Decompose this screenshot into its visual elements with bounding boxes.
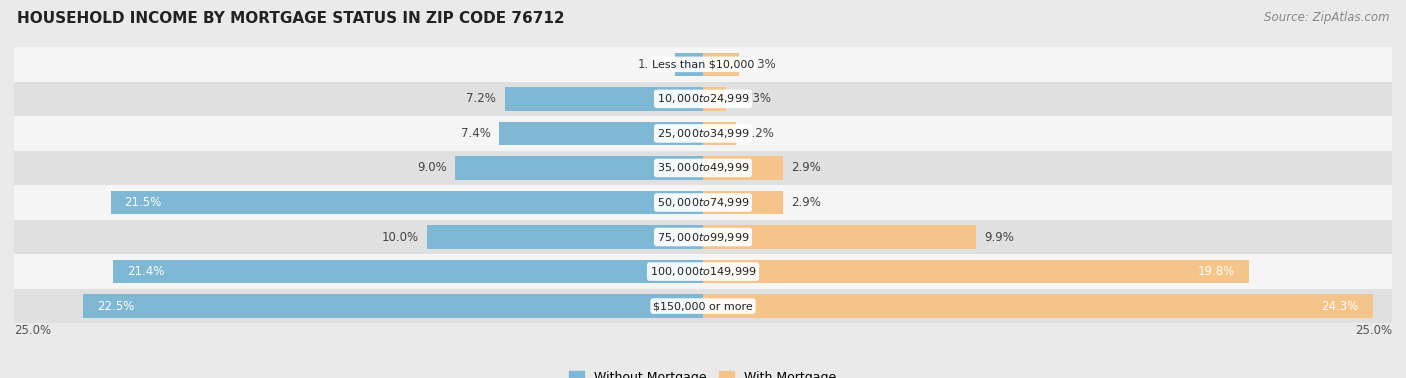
Bar [14,47,1392,82]
Bar [499,122,703,145]
Bar [703,294,1372,318]
Bar [703,156,783,180]
Bar [83,294,703,318]
Text: $10,000 to $24,999: $10,000 to $24,999 [657,92,749,105]
Bar [703,122,737,145]
Bar [14,289,1392,323]
Bar [703,87,725,111]
Text: 22.5%: 22.5% [97,300,134,313]
Bar [427,225,703,249]
Text: 9.9%: 9.9% [984,231,1014,243]
Text: 25.0%: 25.0% [1355,324,1392,337]
Bar [114,260,703,283]
Bar [703,225,976,249]
Bar [14,82,1392,116]
Text: $50,000 to $74,999: $50,000 to $74,999 [657,196,749,209]
Text: 2.9%: 2.9% [792,196,821,209]
Bar [456,156,703,180]
Text: 2.9%: 2.9% [792,161,821,175]
Text: Less than $10,000: Less than $10,000 [652,59,754,69]
Bar [14,185,1392,220]
Text: 1.3%: 1.3% [747,58,778,71]
Text: Source: ZipAtlas.com: Source: ZipAtlas.com [1264,11,1389,24]
Text: $150,000 or more: $150,000 or more [654,301,752,311]
Text: 24.3%: 24.3% [1322,300,1358,313]
Bar [703,191,783,214]
Text: 25.0%: 25.0% [14,324,51,337]
Text: 10.0%: 10.0% [382,231,419,243]
Text: 7.2%: 7.2% [467,92,496,105]
Text: 19.8%: 19.8% [1198,265,1234,278]
Text: $35,000 to $49,999: $35,000 to $49,999 [657,161,749,175]
Bar [14,116,1392,151]
Text: 7.4%: 7.4% [461,127,491,140]
Bar [703,260,1249,283]
Bar [14,220,1392,254]
Text: 1.2%: 1.2% [744,127,775,140]
Bar [14,151,1392,185]
Bar [14,254,1392,289]
Bar [505,87,703,111]
Text: 21.5%: 21.5% [124,196,162,209]
Text: 9.0%: 9.0% [418,161,447,175]
Text: HOUSEHOLD INCOME BY MORTGAGE STATUS IN ZIP CODE 76712: HOUSEHOLD INCOME BY MORTGAGE STATUS IN Z… [17,11,564,26]
Text: 21.4%: 21.4% [127,265,165,278]
Text: $100,000 to $149,999: $100,000 to $149,999 [650,265,756,278]
Text: 1.0%: 1.0% [637,58,668,71]
Legend: Without Mortgage, With Mortgage: Without Mortgage, With Mortgage [564,366,842,378]
Text: $25,000 to $34,999: $25,000 to $34,999 [657,127,749,140]
Bar [111,191,703,214]
Text: $75,000 to $99,999: $75,000 to $99,999 [657,231,749,243]
Bar [675,53,703,76]
Bar [703,53,738,76]
Text: 0.83%: 0.83% [734,92,770,105]
